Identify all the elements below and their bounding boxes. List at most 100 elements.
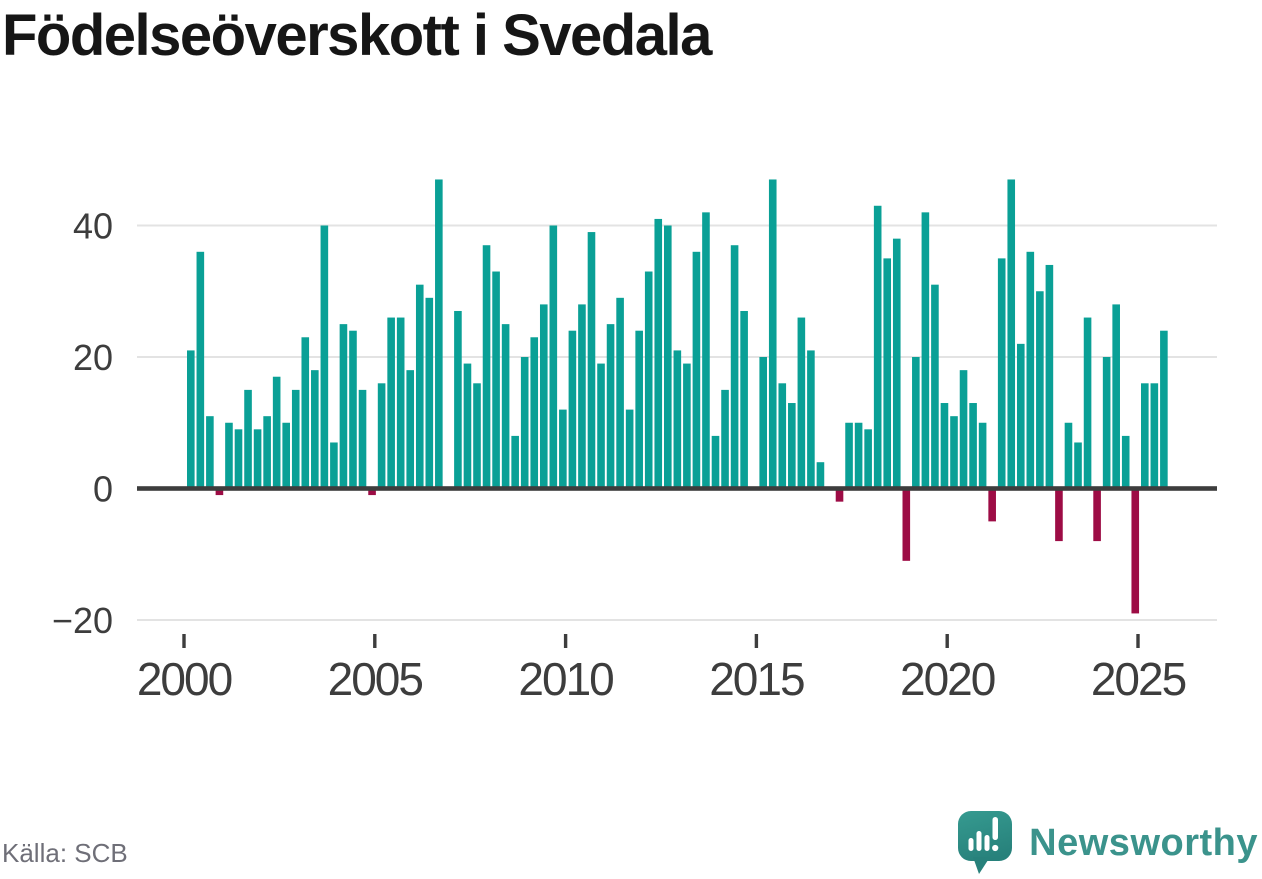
x-tick-label-2015: 2015 bbox=[709, 653, 804, 705]
bar-2019-q1 bbox=[912, 357, 920, 489]
bar-2006-q2 bbox=[425, 297, 434, 489]
bar-2009-q1 bbox=[530, 337, 539, 489]
bar-2005-q4 bbox=[406, 370, 415, 489]
bar-2008-q2 bbox=[501, 324, 510, 489]
bar-2016-q2 bbox=[807, 350, 815, 489]
bar-2009-q4 bbox=[559, 409, 567, 489]
bar-2021-q4 bbox=[1016, 343, 1025, 489]
bar-2024-q4 bbox=[1131, 488, 1140, 614]
bar-2019-q4 bbox=[940, 403, 949, 489]
bar-2022-q1 bbox=[1026, 251, 1035, 489]
bar-2004-q4 bbox=[368, 488, 376, 496]
bar-2012-q4 bbox=[673, 350, 682, 489]
bar-2001-q1 bbox=[225, 422, 233, 489]
bar-2000-q1 bbox=[187, 350, 195, 489]
bar-2013-q1 bbox=[683, 363, 691, 489]
x-tick-label-2025: 2025 bbox=[1091, 653, 1186, 705]
bar-2000-q4 bbox=[215, 488, 224, 496]
gridline-40 bbox=[137, 224, 1217, 227]
y-tick-label-0: 0 bbox=[93, 469, 113, 510]
bar-2006-q1 bbox=[415, 284, 424, 489]
bar-2020-q4 bbox=[978, 422, 987, 489]
x-tick-label-2020: 2020 bbox=[900, 653, 995, 705]
bar-2023-q1 bbox=[1064, 422, 1073, 489]
newsworthy-logo-icon bbox=[958, 811, 1013, 874]
bar-2018-q4 bbox=[902, 488, 911, 561]
bar-2006-q3 bbox=[435, 179, 443, 489]
bar-2008-q1 bbox=[492, 271, 500, 489]
x-tick-2025 bbox=[1136, 634, 1140, 648]
bar-2014-q1 bbox=[721, 389, 729, 489]
bar-2004-q1 bbox=[339, 324, 348, 489]
bar-2003-q2 bbox=[311, 370, 319, 489]
bar-2002-q2 bbox=[272, 376, 281, 489]
bar-2017-q2 bbox=[845, 422, 853, 489]
newsworthy-wordmark: Newsworthy bbox=[1029, 821, 1258, 864]
bar-2012-q3 bbox=[664, 225, 672, 489]
bar-2022-q2 bbox=[1036, 291, 1044, 489]
newsworthy-brand: Newsworthy bbox=[957, 810, 1258, 876]
bar-2011-q1 bbox=[606, 324, 615, 489]
bar-2004-q3 bbox=[358, 389, 367, 489]
bar-2011-q4 bbox=[635, 330, 643, 489]
y-tick-label--20: −20 bbox=[52, 600, 113, 641]
bar-2014-q3 bbox=[740, 310, 748, 489]
bar-2024-q3 bbox=[1121, 435, 1130, 489]
bar-2009-q2 bbox=[539, 304, 548, 489]
bar-2012-q1 bbox=[644, 271, 653, 489]
bar-2003-q1 bbox=[301, 337, 310, 489]
bar-2016-q1 bbox=[797, 317, 806, 489]
y-tick-label-20: 20 bbox=[73, 337, 113, 378]
x-tick-2005 bbox=[373, 634, 377, 648]
bar-2011-q3 bbox=[625, 409, 634, 489]
y-tick-label-40: 40 bbox=[73, 206, 113, 247]
logo-exclamation-dot bbox=[992, 844, 999, 852]
x-tick-2000 bbox=[182, 634, 186, 648]
x-tick-label-2000: 2000 bbox=[137, 653, 232, 705]
bar-2017-q1 bbox=[835, 488, 844, 502]
bar-2007-q3 bbox=[473, 383, 481, 489]
bar-2018-q1 bbox=[873, 205, 882, 489]
bar-2005-q3 bbox=[396, 317, 405, 489]
bar-2007-q2 bbox=[463, 363, 472, 489]
x-tick-2010 bbox=[563, 634, 568, 648]
bar-2019-q3 bbox=[931, 284, 939, 489]
x-tick-label-2010: 2010 bbox=[518, 653, 613, 705]
bar-2013-q2 bbox=[692, 251, 701, 489]
bar-2015-q4 bbox=[788, 403, 796, 489]
bar-2005-q2 bbox=[387, 317, 395, 489]
bar-2021-q2 bbox=[997, 258, 1006, 489]
bar-2004-q2 bbox=[349, 330, 357, 489]
bar-2016-q3 bbox=[816, 462, 825, 489]
bar-2023-q2 bbox=[1074, 442, 1082, 489]
bar-2025-q1 bbox=[1141, 383, 1149, 489]
bar-2007-q4 bbox=[482, 245, 491, 489]
bar-2025-q3 bbox=[1160, 330, 1168, 489]
bar-2012-q2 bbox=[654, 218, 663, 489]
bar-2010-q1 bbox=[568, 330, 577, 489]
logo-chart-bar-2 bbox=[976, 831, 982, 851]
bar-2017-q3 bbox=[854, 422, 863, 489]
bar-2019-q2 bbox=[921, 212, 930, 489]
x-axis-line bbox=[137, 486, 1217, 491]
bar-2008-q3 bbox=[511, 435, 519, 489]
bar-2003-q4 bbox=[330, 442, 338, 489]
bar-2020-q3 bbox=[969, 403, 977, 489]
bar-2015-q3 bbox=[778, 383, 787, 489]
x-tick-label-2005: 2005 bbox=[328, 653, 423, 705]
bar-2002-q4 bbox=[291, 389, 300, 489]
bar-2022-q4 bbox=[1055, 488, 1063, 542]
bar-2024-q2 bbox=[1112, 304, 1120, 489]
bar-2005-q1 bbox=[377, 383, 386, 489]
bar-2010-q4 bbox=[597, 363, 605, 489]
source-note: Källa: SCB bbox=[2, 838, 128, 868]
bar-2018-q3 bbox=[892, 238, 901, 489]
bar-2000-q3 bbox=[206, 416, 214, 489]
bar-2022-q3 bbox=[1045, 264, 1054, 489]
bar-2000-q2 bbox=[196, 251, 205, 489]
bar-2010-q2 bbox=[578, 304, 586, 489]
logo-chart-bar-3 bbox=[984, 835, 990, 851]
bar-2017-q4 bbox=[864, 429, 872, 489]
bar-2001-q4 bbox=[253, 429, 262, 489]
bar-2023-q3 bbox=[1083, 317, 1092, 489]
